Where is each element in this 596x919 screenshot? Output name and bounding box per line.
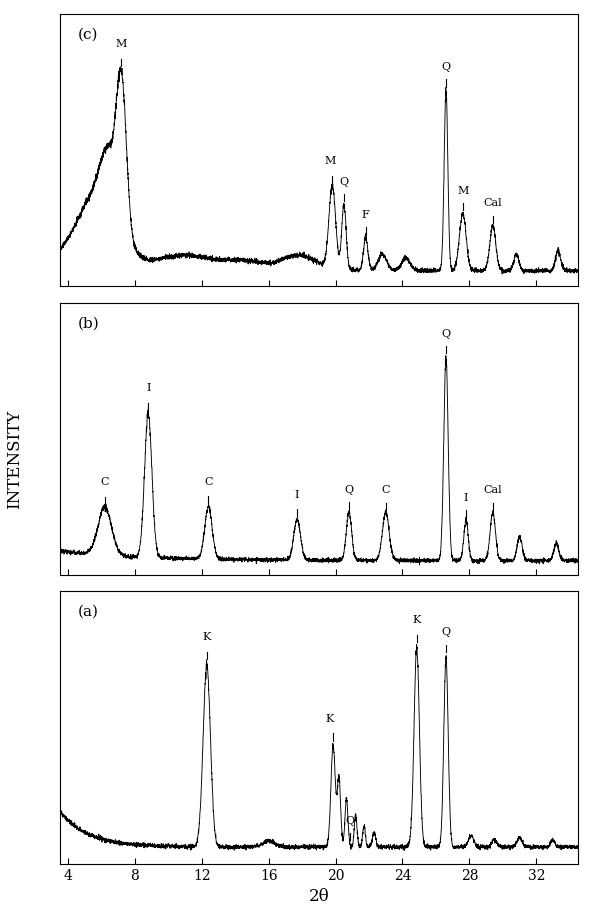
Text: I: I (146, 383, 151, 393)
Text: (c): (c) (77, 28, 98, 41)
Text: I: I (295, 490, 299, 500)
Text: K: K (203, 632, 211, 642)
Text: Q: Q (442, 62, 451, 73)
Text: F: F (362, 210, 370, 221)
Text: Q: Q (344, 485, 353, 495)
X-axis label: 2θ: 2θ (309, 889, 329, 905)
Text: (a): (a) (77, 605, 99, 619)
Text: M: M (116, 40, 127, 50)
Text: I: I (464, 493, 468, 503)
Text: (b): (b) (77, 316, 100, 330)
Text: C: C (204, 477, 213, 487)
Text: Q: Q (339, 176, 349, 187)
Text: INTENSITY: INTENSITY (7, 410, 23, 509)
Text: M: M (324, 156, 336, 166)
Text: M: M (457, 186, 468, 196)
Text: C: C (381, 485, 390, 495)
Text: Cal: Cal (483, 485, 502, 495)
Text: Q: Q (345, 815, 355, 825)
Text: Q: Q (442, 628, 451, 638)
Text: K: K (325, 714, 334, 723)
Text: Q: Q (442, 329, 451, 339)
Text: Cal: Cal (483, 199, 502, 209)
Text: K: K (412, 615, 421, 625)
Text: C: C (101, 478, 109, 487)
